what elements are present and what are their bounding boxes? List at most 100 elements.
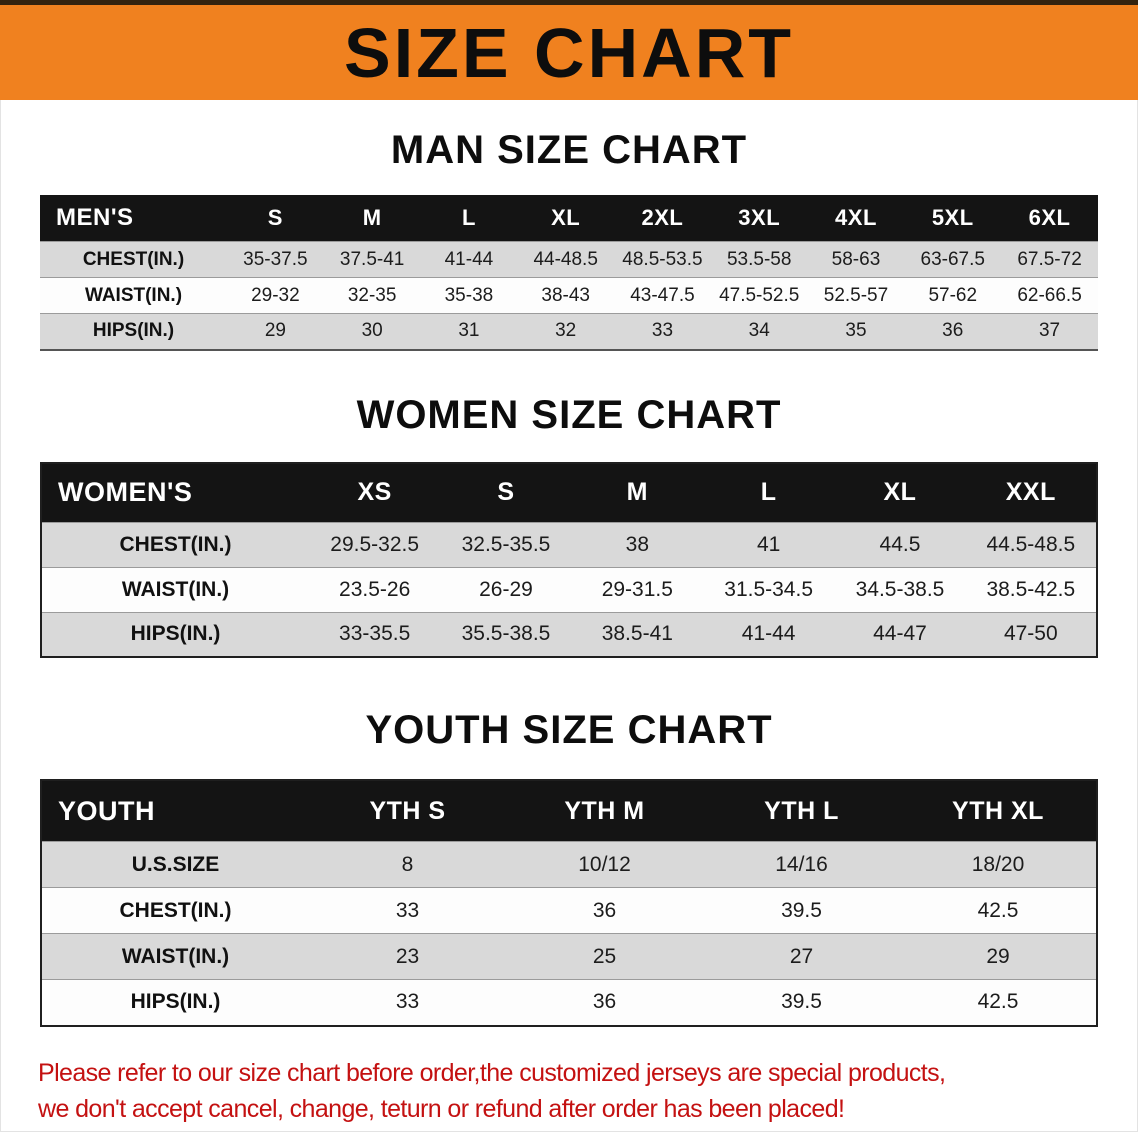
size-value-cell: 32 <box>555 320 577 342</box>
size-value-cell: 36 <box>592 990 617 1014</box>
men-size-table: MEN'S S M L XL 2XL 3XL 4XL 5XL 6XL CHEST(IN.) 35-37… <box>40 195 1098 351</box>
youth-size-chart-heading: YOUTH SIZE CHART <box>365 708 773 752</box>
size-column-header: 6XL <box>1001 195 1098 242</box>
size-column-header: M <box>323 195 421 242</box>
size-value-cell: 57-62 <box>928 284 978 306</box>
table-row: CHEST(IN.) 33 36 39.5 42.5 <box>41 887 1097 934</box>
size-value-cell: 33 <box>395 898 420 922</box>
size-value-cell: 42.5 <box>977 898 1019 922</box>
size-value-cell: 14/16 <box>775 852 828 876</box>
size-value-cell: 37 <box>1038 320 1061 342</box>
table-row: WAIST(IN.) 23 25 27 29 <box>41 933 1097 980</box>
size-value-cell: 26-29 <box>479 577 533 601</box>
size-value-cell: 33 <box>651 320 674 342</box>
size-value-cell: 34.5-38.5 <box>855 577 945 601</box>
row-label: WAIST(IN.) <box>121 944 230 968</box>
table-row: HIPS(IN.) 33-35.5 35.5-38.5 38.5-41 41-44 44-… <box>41 612 1097 657</box>
table-corner-label: MEN'S <box>40 195 227 242</box>
size-value-cell: 23 <box>395 944 420 968</box>
table-row: HIPS(IN.) 29 30 31 32 33 34 35 36 37 <box>40 313 1098 350</box>
size-value-cell: 53.5-58 <box>726 248 792 270</box>
size-value-cell: 29 <box>264 320 286 342</box>
disclaimer: Please refer to our size chart before or… <box>38 1055 1100 1128</box>
table-row: WAIST(IN.) 23.5-26 26-29 29-31.5 31.5-34.5 34… <box>41 567 1097 612</box>
disclaimer-line-1: Please refer to our size chart before or… <box>38 1058 946 1087</box>
size-value-cell: 29-32 <box>251 284 300 306</box>
size-value-cell: 67.5-72 <box>1017 248 1082 270</box>
size-value-cell: 30 <box>361 320 383 342</box>
size-value-cell: 44-47 <box>873 622 927 646</box>
size-chart-banner: SIZE CHART <box>0 0 1138 100</box>
size-column-header: S <box>227 195 324 242</box>
row-label: CHEST(IN.) <box>119 898 232 922</box>
table-row: CHEST(IN.) 35-37.5 37.5-41 41-44 44-48.5 48.5… <box>40 241 1098 278</box>
table-row: CHEST(IN.) 29.5-32.5 32.5-35.5 38 41 44.5 44.5… <box>41 522 1097 567</box>
size-value-cell: 34 <box>748 320 770 342</box>
size-value-cell: 41 <box>756 532 781 556</box>
size-value-cell: 32.5-35.5 <box>461 532 551 556</box>
size-value-cell: 29.5-32.5 <box>330 532 420 556</box>
size-value-cell: 35-37.5 <box>243 248 308 270</box>
row-label: U.S.SIZE <box>131 852 220 876</box>
size-value-cell: 35-38 <box>444 284 494 306</box>
row-label: WAIST(IN.) <box>121 577 230 601</box>
table-row: WAIST(IN.) 29-32 32-35 35-38 38-43 43-47.5 47.… <box>40 277 1098 314</box>
men-size-section: MAN SIZE CHART MEN'S S M L XL 2XL 3XL 4XL 5XL 6XL… <box>0 128 1138 351</box>
size-column-header: YTH XL <box>900 780 1097 842</box>
size-value-cell: 47-50 <box>1003 622 1058 646</box>
table-row: U.S.SIZE 8 10/12 14/16 18/20 <box>41 841 1097 888</box>
size-value-cell: 35.5-38.5 <box>461 622 551 646</box>
size-value-cell: 18/20 <box>971 852 1025 876</box>
row-label: WAIST(IN.) <box>84 284 183 306</box>
size-value-cell: 47.5-52.5 <box>719 284 800 306</box>
table-corner-label: YOUTH <box>41 780 309 842</box>
size-value-cell: 33-35.5 <box>339 622 411 646</box>
size-value-cell: 63-67.5 <box>920 248 985 270</box>
size-column-header: 3XL <box>710 195 808 242</box>
size-value-cell: 42.5 <box>977 990 1019 1014</box>
size-value-cell: 43-47.5 <box>630 284 695 306</box>
size-value-cell: 39.5 <box>781 990 822 1014</box>
size-value-cell: 25 <box>592 944 617 968</box>
men-size-chart-heading: MAN SIZE CHART <box>390 128 748 172</box>
size-column-header: S <box>440 462 572 522</box>
size-value-cell: 29-31.5 <box>601 577 673 601</box>
size-value-cell: 41-44 <box>741 622 796 646</box>
size-value-cell: 31 <box>458 320 480 342</box>
row-label: CHEST(IN.) <box>82 248 185 270</box>
women-size-chart-heading: WOMEN SIZE CHART <box>356 392 782 437</box>
size-value-cell: 38 <box>625 532 649 556</box>
size-value-cell: 8 <box>401 852 414 876</box>
size-value-cell: 62-66.5 <box>1017 284 1082 306</box>
size-value-cell: 41-44 <box>444 248 494 270</box>
size-value-cell: 44.5-48.5 <box>986 532 1076 556</box>
youth-size-section: YOUTH SIZE CHART YOUTH YTH S YTH M YTH L YTH… <box>0 708 1138 1027</box>
row-label: HIPS(IN.) <box>130 622 221 646</box>
size-value-cell: 52.5-57 <box>823 284 889 306</box>
size-value-cell: 27 <box>789 944 814 968</box>
size-value-cell: 39.5 <box>781 898 822 922</box>
table-header-row: WOMEN'S XS S M L XL XXL <box>41 462 1097 522</box>
disclaimer-line-2: we don't accept cancel, change, teturn o… <box>38 1094 845 1123</box>
page-title: SIZE CHART <box>344 13 794 92</box>
women-size-table: WOMEN'S XS S M L XL XXL CHEST(IN.) 29.5-32.5 32.5… <box>40 461 1098 658</box>
size-value-cell: 37.5-41 <box>339 248 405 270</box>
size-column-header: YTH S <box>309 780 506 842</box>
size-column-header: M <box>571 462 703 522</box>
size-column-header: YTH L <box>703 780 900 842</box>
size-value-cell: 36 <box>942 320 964 342</box>
size-value-cell: 38-43 <box>541 284 590 306</box>
size-value-cell: 58-63 <box>831 248 881 270</box>
size-value-cell: 44.5 <box>879 532 921 556</box>
size-value-cell: 32-35 <box>347 284 397 306</box>
table-corner-label: WOMEN'S <box>41 462 309 522</box>
size-column-header: YTH M <box>506 780 703 842</box>
size-column-header: XL <box>834 462 966 522</box>
size-value-cell: 44-48.5 <box>533 248 598 270</box>
size-column-header: 4XL <box>807 195 905 242</box>
size-column-header: XS <box>309 462 441 522</box>
size-column-header: 5XL <box>904 195 1002 242</box>
size-value-cell: 36 <box>592 898 617 922</box>
women-size-section: WOMEN SIZE CHART WOMEN'S XS S M L XL XXL CHEST(… <box>0 392 1138 658</box>
